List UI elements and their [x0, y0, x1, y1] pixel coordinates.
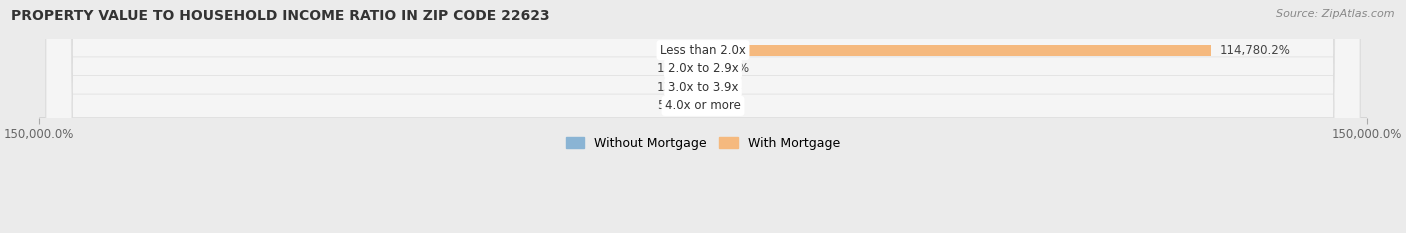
Text: Less than 2.0x: Less than 2.0x [659, 44, 747, 57]
Text: PROPERTY VALUE TO HOUSEHOLD INCOME RATIO IN ZIP CODE 22623: PROPERTY VALUE TO HOUSEHOLD INCOME RATIO… [11, 9, 550, 23]
Text: 70.8%: 70.8% [713, 62, 749, 75]
FancyBboxPatch shape [46, 0, 1360, 233]
Text: 13.8%: 13.8% [657, 81, 695, 94]
Text: 15.0%: 15.0% [657, 62, 695, 75]
Text: 2.0x to 2.9x: 2.0x to 2.9x [668, 62, 738, 75]
Text: Source: ZipAtlas.com: Source: ZipAtlas.com [1277, 9, 1395, 19]
Text: 4.0x or more: 4.0x or more [665, 99, 741, 112]
Text: 21.3%: 21.3% [657, 44, 695, 57]
Bar [703, 45, 1211, 56]
Text: 4.7%: 4.7% [711, 99, 742, 112]
Text: 5.7%: 5.7% [711, 81, 741, 94]
Text: 3.0x to 3.9x: 3.0x to 3.9x [668, 81, 738, 94]
FancyBboxPatch shape [46, 0, 1360, 233]
Legend: Without Mortgage, With Mortgage: Without Mortgage, With Mortgage [561, 132, 845, 155]
Text: 50.0%: 50.0% [657, 99, 695, 112]
Text: 114,780.2%: 114,780.2% [1219, 44, 1291, 57]
FancyBboxPatch shape [46, 0, 1360, 233]
FancyBboxPatch shape [46, 0, 1360, 233]
